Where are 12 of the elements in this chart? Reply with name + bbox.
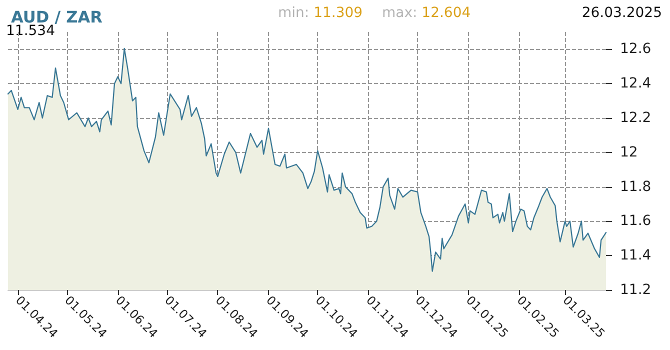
y-tick-label: 11.6 xyxy=(620,213,652,230)
y-tick-label: 11.8 xyxy=(620,178,652,195)
y-tick-label: 12 xyxy=(620,144,638,160)
text: min: 11.309 xyxy=(278,5,363,21)
y-tick-label: 11.2 xyxy=(620,282,652,298)
y-tick-label: 12.6 xyxy=(620,41,652,58)
y-tick-label: 11.4 xyxy=(620,248,652,264)
text: max: 12.604 xyxy=(382,5,471,21)
text: 26.03.2025 xyxy=(582,5,662,21)
y-tick-label: 12.4 xyxy=(620,76,652,92)
y-tick-label: 12.2 xyxy=(620,110,652,126)
annotation: 11.534 xyxy=(6,23,56,39)
